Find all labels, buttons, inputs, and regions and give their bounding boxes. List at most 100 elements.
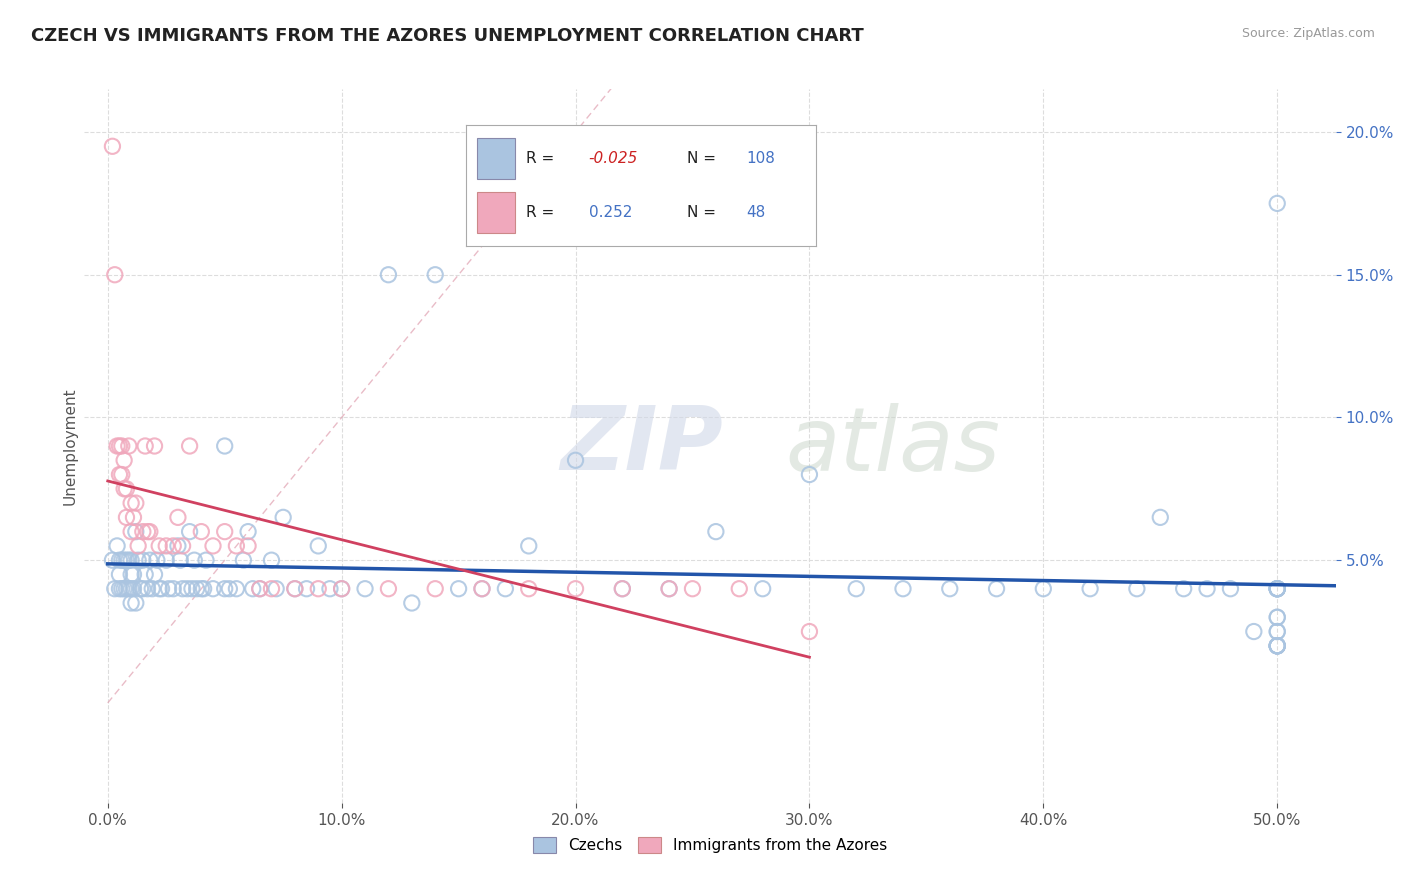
Point: [101, 553, 124, 567]
Point: [1265, 610, 1288, 624]
Point: [118, 553, 141, 567]
Point: [112, 482, 135, 496]
Point: [704, 524, 727, 539]
Point: [1265, 639, 1288, 653]
Point: [127, 553, 149, 567]
Point: [1265, 639, 1288, 653]
Legend: Czechs, Immigrants from the Azores: Czechs, Immigrants from the Azores: [527, 831, 893, 859]
Point: [728, 582, 751, 596]
Point: [129, 582, 152, 596]
Point: [108, 567, 131, 582]
Point: [271, 510, 294, 524]
Point: [120, 596, 142, 610]
Point: [143, 567, 166, 582]
Point: [120, 496, 142, 510]
Point: [179, 524, 201, 539]
Point: [1265, 582, 1288, 596]
Point: [1078, 582, 1101, 596]
Point: [143, 439, 166, 453]
Point: [751, 582, 773, 596]
Point: [799, 624, 821, 639]
Point: [1265, 639, 1288, 653]
Point: [986, 582, 1008, 596]
Point: [111, 582, 134, 596]
Point: [120, 524, 142, 539]
Point: [150, 582, 173, 596]
Point: [120, 582, 142, 596]
Point: [845, 582, 868, 596]
Point: [155, 539, 177, 553]
Point: [122, 582, 145, 596]
Point: [330, 582, 353, 596]
Point: [190, 524, 212, 539]
Point: [1265, 639, 1288, 653]
Point: [612, 582, 634, 596]
Point: [564, 453, 586, 467]
Point: [183, 553, 205, 567]
Point: [162, 539, 184, 553]
Point: [1149, 510, 1171, 524]
Point: [201, 539, 224, 553]
Point: [284, 582, 307, 596]
Point: [1265, 582, 1288, 596]
Point: [264, 582, 287, 596]
Point: [1032, 582, 1054, 596]
Point: [104, 268, 127, 282]
Point: [148, 539, 170, 553]
Point: [939, 582, 962, 596]
Point: [1265, 639, 1288, 653]
Point: [377, 582, 399, 596]
Point: [1265, 610, 1288, 624]
Point: [141, 582, 163, 596]
Point: [134, 567, 156, 582]
Point: [564, 582, 586, 596]
Point: [118, 582, 141, 596]
Point: [115, 510, 138, 524]
Point: [260, 553, 283, 567]
Point: [112, 582, 135, 596]
Point: [162, 582, 184, 596]
Point: [115, 582, 138, 596]
Point: [172, 582, 194, 596]
Point: [134, 439, 156, 453]
Point: [1243, 624, 1265, 639]
Point: [236, 524, 259, 539]
Point: [377, 268, 399, 282]
Point: [176, 582, 198, 596]
Point: [125, 496, 148, 510]
Point: [181, 582, 204, 596]
Point: [201, 582, 224, 596]
Point: [108, 439, 131, 453]
Point: [447, 582, 470, 596]
Point: [658, 582, 681, 596]
Point: [136, 582, 159, 596]
Point: [425, 582, 447, 596]
Point: [157, 582, 180, 596]
Point: [148, 582, 170, 596]
Point: [471, 582, 494, 596]
Point: [214, 439, 236, 453]
Point: [1173, 582, 1195, 596]
Point: [146, 553, 169, 567]
Point: [167, 539, 190, 553]
Point: [307, 582, 329, 596]
Point: [471, 582, 494, 596]
Point: [284, 582, 307, 596]
Point: [125, 524, 148, 539]
Point: [425, 268, 447, 282]
Point: [319, 582, 342, 596]
Point: [193, 582, 215, 596]
Point: [517, 582, 540, 596]
Point: [132, 524, 155, 539]
Point: [1265, 624, 1288, 639]
Point: [104, 582, 127, 596]
Point: [195, 553, 218, 567]
Point: [1265, 582, 1288, 596]
Point: [1265, 582, 1288, 596]
Point: [260, 582, 283, 596]
Point: [1265, 582, 1288, 596]
Point: [1265, 582, 1288, 596]
Point: [218, 582, 240, 596]
Point: [115, 553, 138, 567]
Point: [190, 582, 212, 596]
